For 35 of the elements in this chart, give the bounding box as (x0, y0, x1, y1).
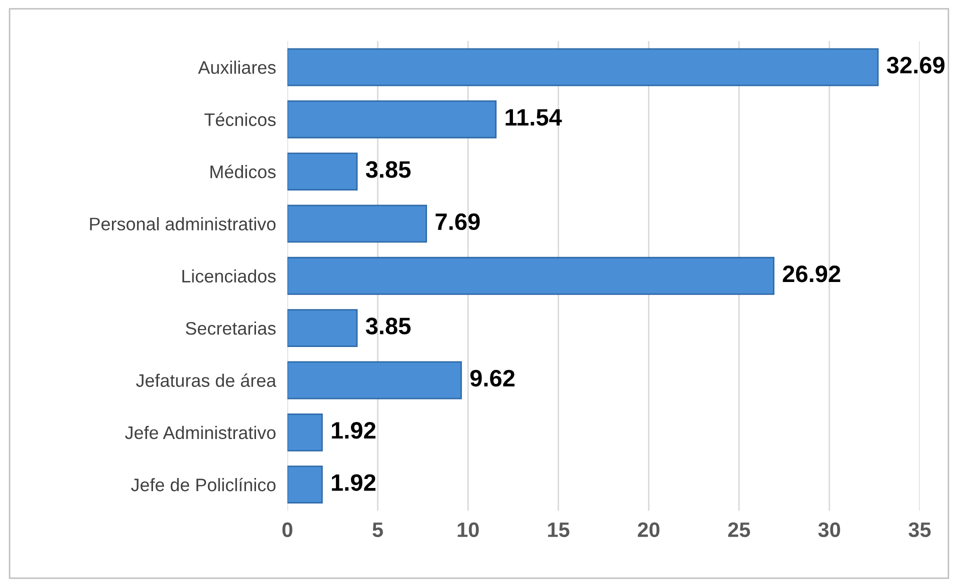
x-tick-label: 15 (548, 522, 570, 538)
y-tick-label: Personal administrativo (90, 217, 276, 230)
y-tick-label: Jefaturas de área (136, 373, 276, 387)
data-label: 3.85 (366, 318, 411, 334)
y-tick-label: Técnicos (204, 112, 276, 126)
data-label: 26.92 (782, 266, 840, 282)
bar (287, 309, 358, 348)
bar (287, 361, 462, 400)
x-tick-label: 30 (818, 522, 840, 538)
x-tick-label: 10 (458, 522, 479, 538)
y-tick-label: Secretarias (186, 322, 276, 335)
bar (287, 466, 323, 504)
x-tick-label: 0 (282, 522, 292, 538)
x-tick-label: 5 (372, 522, 383, 538)
data-label: 11.54 (506, 109, 562, 126)
y-tick-label: Jefe Administrativo (125, 426, 276, 440)
data-label: 1.92 (332, 474, 376, 491)
data-label: 7.69 (436, 213, 480, 230)
y-tick-label: Médicos (210, 164, 276, 178)
data-label: 32.69 (886, 56, 944, 74)
x-tick-label: 25 (728, 522, 750, 538)
y-tick-label: Licenciados (182, 269, 276, 283)
bar (287, 152, 358, 190)
bar (287, 413, 323, 452)
data-label: 3.85 (366, 161, 411, 178)
bar (287, 100, 497, 138)
data-label: 9.62 (470, 370, 515, 387)
y-tick-label: Auxiliares (198, 60, 276, 74)
x-tick-label: 35 (908, 522, 931, 538)
bar (287, 256, 774, 295)
bar (287, 204, 428, 243)
y-tick-label: Jefe de Policlínico (131, 478, 276, 492)
data-label: 1.92 (332, 422, 376, 439)
x-tick-label: 20 (638, 522, 660, 538)
bar (287, 48, 879, 86)
